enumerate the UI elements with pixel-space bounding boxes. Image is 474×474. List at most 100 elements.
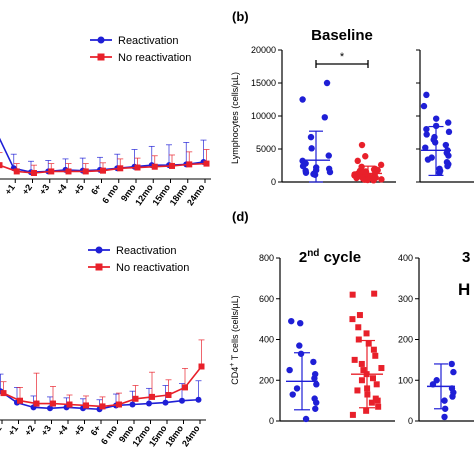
data-point	[302, 415, 310, 423]
data-point	[321, 114, 328, 121]
data-point	[441, 413, 448, 421]
x-tick-label: 6 mo	[99, 423, 120, 446]
series-point	[134, 164, 141, 171]
data-point	[445, 152, 452, 159]
data-point	[358, 377, 365, 384]
data-point	[308, 145, 315, 152]
data-point	[370, 346, 377, 353]
x-tick-label: +5	[72, 182, 86, 196]
data-point	[356, 312, 363, 319]
series-point	[0, 162, 3, 169]
series-point	[48, 168, 55, 175]
data-point	[326, 168, 334, 176]
y-tick-label: 100	[398, 375, 413, 385]
x-tick-label: +2	[23, 423, 37, 437]
y-tick-label: 15000	[251, 78, 276, 88]
data-point	[355, 336, 362, 343]
data-point	[312, 405, 319, 412]
data-point	[363, 407, 370, 414]
data-point	[289, 391, 296, 398]
series-point	[33, 400, 40, 407]
data-point	[293, 385, 301, 392]
series-point	[165, 392, 172, 398]
panel-d-title: 2nd cycle	[299, 248, 361, 266]
data-point	[444, 162, 451, 170]
data-point	[445, 119, 452, 126]
data-point	[432, 122, 440, 130]
data-point	[432, 115, 440, 122]
data-point	[310, 358, 317, 366]
data-point	[297, 350, 305, 357]
series-point	[31, 170, 37, 176]
series-point	[0, 390, 7, 397]
x-tick-label: +1	[6, 423, 20, 437]
significance-star: *	[340, 51, 345, 63]
data-point	[422, 144, 429, 151]
y-tick-label: 300	[398, 294, 413, 304]
series-point	[198, 363, 205, 370]
x-tick-label: +4	[55, 182, 69, 196]
series-point	[99, 403, 106, 410]
data-point	[296, 342, 303, 349]
legend-label: No reactivation	[118, 52, 191, 64]
data-point	[307, 133, 315, 141]
data-point	[313, 381, 320, 388]
x-tick-label: +3	[39, 423, 53, 437]
x-tick-label: +3	[37, 182, 51, 196]
data-point	[353, 174, 360, 182]
data-point	[378, 176, 385, 183]
data-point	[358, 360, 365, 367]
data-point	[349, 316, 356, 323]
series-point	[169, 162, 175, 169]
series-point	[132, 395, 139, 402]
data-point	[349, 411, 356, 418]
legend-marker	[97, 53, 105, 61]
data-point	[360, 367, 367, 374]
x-tick-label: 6 mo	[100, 182, 121, 205]
y-tick-label: 600	[259, 294, 274, 304]
data-point	[373, 381, 380, 388]
legend-label: Reactivation	[116, 245, 177, 257]
series-point	[83, 402, 89, 409]
data-point	[368, 399, 375, 406]
y-tick-label: 200	[398, 335, 413, 345]
data-point	[311, 375, 318, 382]
data-point	[288, 317, 295, 325]
series-point	[116, 401, 122, 408]
series-point	[182, 384, 188, 391]
panel-d-ylabel: CD4+ T cells (cells/µL)	[229, 295, 240, 384]
y-tick-label: 0	[269, 416, 274, 426]
data-point	[375, 403, 382, 410]
data-point	[325, 152, 332, 159]
data-point	[423, 126, 430, 133]
data-point	[349, 291, 356, 298]
panel-b-label: (b)	[232, 9, 249, 24]
x-tick-label: 24mo	[185, 182, 207, 207]
panel-b-title: Baseline	[311, 27, 373, 44]
series-point	[100, 167, 106, 174]
data-point	[286, 366, 293, 374]
x-tick-label: +2	[20, 182, 34, 196]
series-point	[186, 161, 193, 168]
x-tick-label: +1	[3, 182, 17, 196]
data-point	[372, 352, 379, 359]
data-point	[311, 171, 319, 178]
legend-marker	[95, 263, 103, 271]
series-point	[195, 396, 202, 403]
y-tick-label: 200	[259, 375, 274, 385]
y-tick-label: 800	[259, 253, 274, 263]
series-point	[13, 168, 20, 175]
x-tick-label: 6+	[89, 182, 103, 196]
data-point	[423, 131, 430, 138]
series-point	[47, 405, 53, 412]
legend-marker	[97, 36, 105, 44]
series-point	[17, 397, 23, 404]
y-tick-label: 400	[398, 253, 413, 263]
x-tick-label: +5	[72, 423, 86, 437]
data-point	[433, 377, 440, 384]
data-point	[302, 169, 310, 176]
panel-b-ylabel: Lymphocytes (cells/µL)	[230, 72, 240, 164]
x-tick-label: 6+	[89, 423, 103, 437]
data-point	[297, 320, 304, 327]
